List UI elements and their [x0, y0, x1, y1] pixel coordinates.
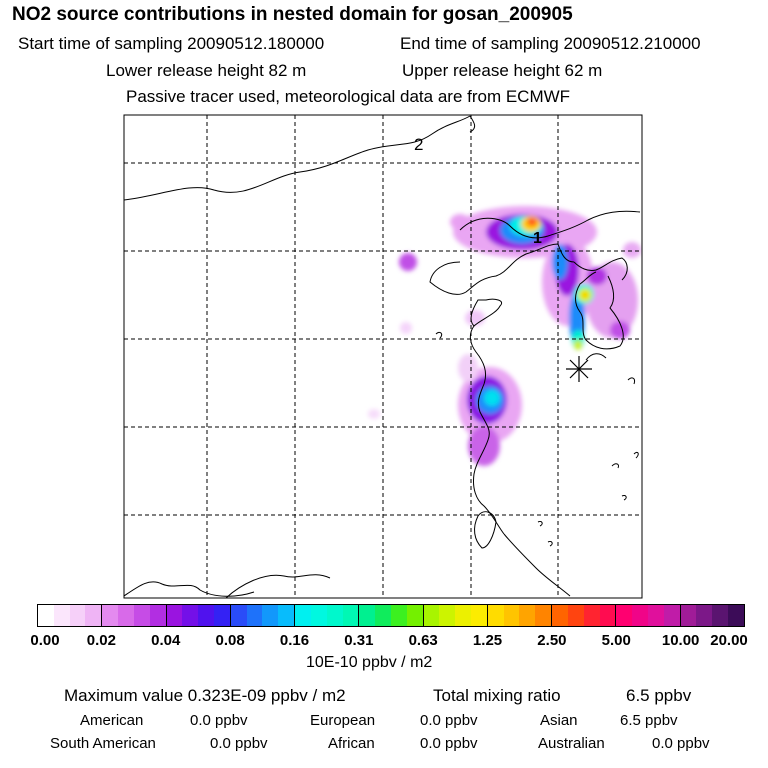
colorbar-segment	[230, 605, 296, 626]
end-time-label: End time of sampling 20090512.210000	[400, 34, 701, 53]
region-name-australian: Australian	[538, 735, 605, 752]
colorbar-tick-label: 2.50	[537, 632, 567, 649]
region-value-african: 0.0 ppbv	[420, 735, 478, 752]
maximum-value-label: Maximum value 0.323E-09 ppbv / m2	[64, 686, 346, 705]
total-mixing-ratio-label: Total mixing ratio	[433, 686, 561, 705]
total-mixing-ratio-value: 6.5 ppbv	[626, 686, 692, 705]
colorbar-segment	[166, 605, 231, 626]
colorbar-segment	[102, 605, 167, 626]
colorbar-segment	[487, 605, 553, 626]
colorbar	[37, 604, 745, 627]
colorbar-tick-label: 0.16	[279, 632, 310, 649]
concentration-field	[368, 206, 641, 466]
colorbar-tick-label: 0.00	[30, 632, 60, 649]
map-title: NO2 source contributions in nested domai…	[12, 4, 573, 25]
region-value-south-american: 0.0 ppbv	[210, 735, 268, 752]
region-value-european: 0.0 ppbv	[420, 712, 478, 729]
region-value-american: 0.0 ppbv	[190, 712, 248, 729]
colorbar-tick-label: 0.02	[86, 632, 116, 649]
receptor-asterisk-icon	[566, 356, 592, 382]
colorbar-units: 10E-10 ppbv / m2	[306, 654, 433, 671]
colorbar-tick-label: 0.04	[151, 632, 181, 649]
coastlines	[124, 115, 641, 598]
colorbar-tick-label: 1.25	[472, 632, 503, 649]
map-frame	[123, 114, 643, 599]
colorbar-tick-label: 5.00	[601, 632, 631, 649]
region-name-european: European	[310, 712, 376, 729]
colorbar-segment	[295, 605, 360, 626]
upper-release-label: Upper release height 62 m	[402, 61, 603, 80]
graticule	[124, 115, 642, 598]
map-panel: 2 1	[123, 114, 643, 599]
colorbar-segment	[359, 605, 424, 626]
map-label-1: 1	[533, 230, 542, 247]
start-time-label: Start time of sampling 20090512.180000	[18, 34, 325, 53]
region-name-south-american: South American	[50, 735, 156, 752]
region-name-american: American	[80, 712, 144, 729]
colorbar-tick-label: 0.31	[344, 632, 374, 649]
colorbar-segment	[38, 605, 103, 626]
colorbar-segment	[552, 605, 617, 626]
region-name-african: African	[328, 735, 375, 752]
colorbar-segment	[680, 605, 744, 626]
lower-release-label: Lower release height 82 m	[106, 61, 307, 80]
tracer-note: Passive tracer used, meteorological data…	[126, 87, 571, 106]
map-label-2: 2	[414, 135, 423, 154]
colorbar-segment	[423, 605, 488, 626]
region-name-asian: Asian	[540, 712, 578, 729]
region-value-australian: 0.0 ppbv	[652, 735, 710, 752]
colorbar-tick-label: 0.63	[408, 632, 438, 649]
colorbar-tick-label: 20.00	[710, 632, 748, 649]
colorbar-tick-label: 10.00	[661, 632, 700, 649]
colorbar-tick-label: 0.08	[215, 632, 245, 649]
region-value-asian: 6.5 ppbv	[620, 712, 678, 729]
colorbar-segment	[616, 605, 681, 626]
